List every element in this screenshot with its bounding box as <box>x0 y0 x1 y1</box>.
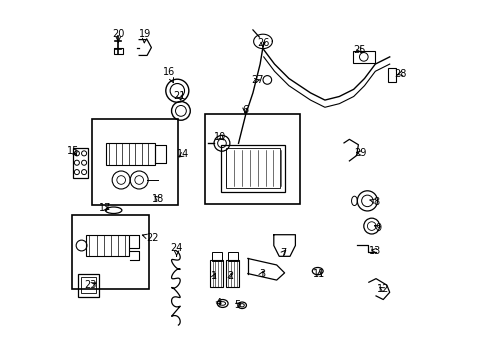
Text: 4: 4 <box>215 298 221 308</box>
Bar <box>225 148 280 188</box>
Text: 12: 12 <box>377 284 390 294</box>
Bar <box>73 148 88 178</box>
Bar <box>353 51 374 63</box>
Text: 9: 9 <box>374 222 381 233</box>
Text: 19: 19 <box>139 29 151 43</box>
Text: 2: 2 <box>227 271 234 282</box>
Text: 23: 23 <box>85 280 97 290</box>
Bar <box>388 68 396 82</box>
Text: 3: 3 <box>259 269 265 279</box>
Bar <box>81 277 96 293</box>
Bar <box>77 274 99 297</box>
Bar <box>210 260 223 287</box>
Bar <box>72 215 148 289</box>
Bar <box>86 235 129 256</box>
Text: 13: 13 <box>369 246 381 256</box>
Bar <box>114 48 122 54</box>
Bar <box>226 260 239 287</box>
Text: 18: 18 <box>152 194 164 204</box>
Text: 28: 28 <box>394 69 407 79</box>
Text: 22: 22 <box>143 233 159 243</box>
Text: 10: 10 <box>215 132 227 142</box>
Text: 20: 20 <box>112 29 124 42</box>
Bar <box>228 252 238 261</box>
Text: 25: 25 <box>354 45 366 55</box>
Text: 8: 8 <box>370 197 379 207</box>
Text: 6: 6 <box>242 105 248 115</box>
Text: 21: 21 <box>173 91 186 102</box>
Text: 7: 7 <box>280 248 287 258</box>
Text: 17: 17 <box>99 203 112 213</box>
Text: 5: 5 <box>235 300 241 310</box>
Text: 29: 29 <box>355 148 367 158</box>
Text: 15: 15 <box>67 146 79 156</box>
Text: 1: 1 <box>211 271 217 282</box>
Text: 26: 26 <box>257 38 269 48</box>
Text: 11: 11 <box>314 269 326 279</box>
Text: 24: 24 <box>171 243 183 256</box>
Bar <box>212 252 222 261</box>
Bar <box>205 114 300 204</box>
Text: 16: 16 <box>163 67 175 83</box>
Bar <box>106 143 155 165</box>
Text: 27: 27 <box>251 75 264 85</box>
Bar <box>92 119 178 205</box>
Text: 14: 14 <box>177 149 189 159</box>
Bar <box>220 145 285 192</box>
